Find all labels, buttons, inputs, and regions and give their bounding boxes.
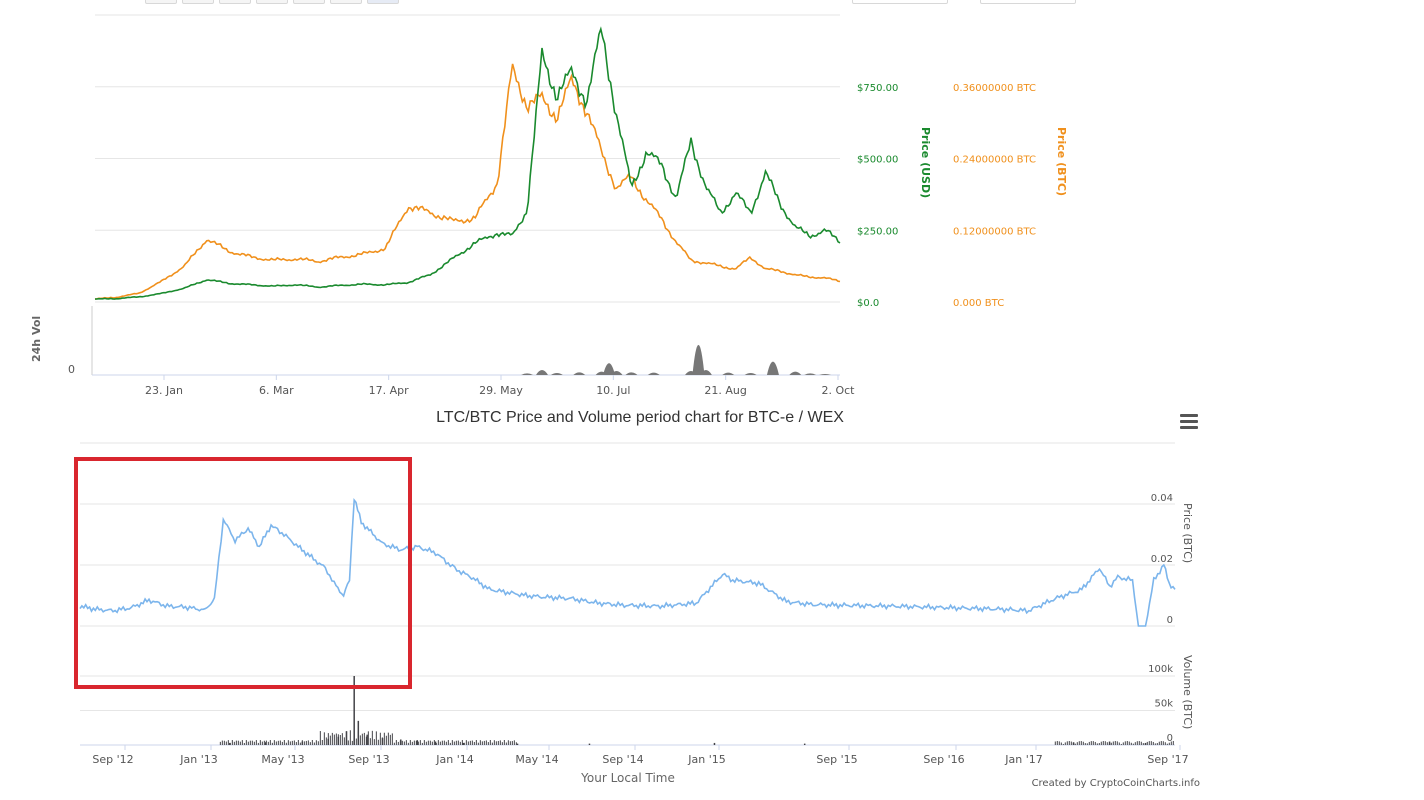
highlight-box (74, 457, 412, 689)
usd-price-line (94, 26, 841, 300)
range-button[interactable] (256, 0, 288, 4)
price-tick-label: 0 (1167, 615, 1173, 626)
x-tick-label: 17. Apr (369, 384, 409, 397)
chart-menu-icon[interactable] (1180, 414, 1198, 430)
x-tick-label: 29. May (479, 384, 523, 397)
usd-tick-label: $0.0 (857, 298, 879, 309)
x-tick-label: 6. Mar (259, 384, 294, 397)
x-tick-label: Jan '15 (687, 753, 725, 766)
btc-price-line (94, 63, 841, 300)
volume-bar (819, 373, 832, 375)
volume-tick-label: 100k (1148, 664, 1173, 675)
date-to-input[interactable] (980, 0, 1076, 4)
btc-tick-label: 0.12000000 BTC (953, 226, 1036, 237)
btc-axis-title: Price (BTC) (1055, 127, 1068, 196)
btc-tick-label: 0.36000000 BTC (953, 83, 1036, 94)
range-button[interactable] (367, 0, 399, 4)
usd-axis-title: Price (USD) (919, 127, 932, 198)
x-tick-label: Sep '15 (816, 753, 857, 766)
volume-bar (647, 372, 660, 375)
x-tick-label: Sep '16 (923, 753, 964, 766)
volume-bar (550, 372, 563, 375)
x-tick-label: May '14 (515, 753, 558, 766)
x-tick-label: Jan '13 (179, 753, 217, 766)
volume-bar (692, 344, 705, 375)
volume-tick-label: 0 (68, 363, 75, 376)
chart-title: LTC/BTC Price and Volume period chart fo… (436, 409, 844, 426)
price-line (79, 497, 1176, 627)
volume-axis-title: 24h Vol (30, 316, 43, 362)
volume-bar (744, 372, 757, 375)
price-tick-label: 0.02 (1151, 554, 1173, 565)
x-axis-title: Your Local Time (580, 771, 675, 785)
x-tick-label: 2. Oct (821, 384, 855, 397)
x-tick-label: Jan '14 (435, 753, 473, 766)
usd-tick-label: $500.00 (857, 155, 898, 166)
volume-bar (521, 373, 534, 375)
range-button[interactable] (219, 0, 251, 4)
volume-bar (804, 373, 817, 375)
volume-bar (766, 361, 779, 375)
x-tick-label: Sep '12 (92, 753, 133, 766)
price-axis-title: Price (BTC) (1181, 503, 1194, 563)
volume-bar (536, 369, 548, 375)
usd-tick-label: $250.00 (857, 226, 898, 237)
volume-bar (610, 370, 623, 375)
volume-axis-title: Volume (BTC) (1181, 655, 1194, 729)
x-tick-label: 23. Jan (145, 384, 183, 397)
range-button[interactable] (293, 0, 325, 4)
btc-tick-label: 0.000 BTC (953, 298, 1004, 309)
x-tick-label: Sep '17 (1147, 753, 1188, 766)
volume-tick-label: 50k (1154, 699, 1173, 710)
range-button[interactable] (330, 0, 362, 4)
date-from-input[interactable] (852, 0, 948, 4)
usd-tick-label: $750.00 (857, 83, 898, 94)
btc-tick-label: 0.24000000 BTC (953, 155, 1036, 166)
x-tick-label: 10. Jul (596, 384, 630, 397)
volume-bar (789, 371, 802, 375)
price-tick-label: 0.04 (1151, 493, 1173, 504)
ltc-price-chart: $0.0 $250.00 $500.00 $750.00 0.000 BTC 0.1200… (30, 14, 1068, 397)
volume-tick-label: 0 (1167, 733, 1173, 744)
volume-bar (573, 372, 586, 375)
credit-text: Created by CryptoCoinCharts.info (1032, 778, 1200, 789)
x-tick-label: 21. Aug (704, 384, 746, 397)
range-button[interactable] (145, 0, 177, 4)
volume-bar (625, 372, 638, 375)
volume-bar (699, 369, 712, 375)
volume-bar (603, 363, 616, 375)
x-tick-label: Jan '17 (1004, 753, 1042, 766)
volume-bar (722, 372, 735, 375)
x-tick-label: May '13 (261, 753, 304, 766)
range-button[interactable] (182, 0, 214, 4)
x-tick-label: Sep '13 (348, 753, 389, 766)
x-tick-label: Sep '14 (602, 753, 643, 766)
